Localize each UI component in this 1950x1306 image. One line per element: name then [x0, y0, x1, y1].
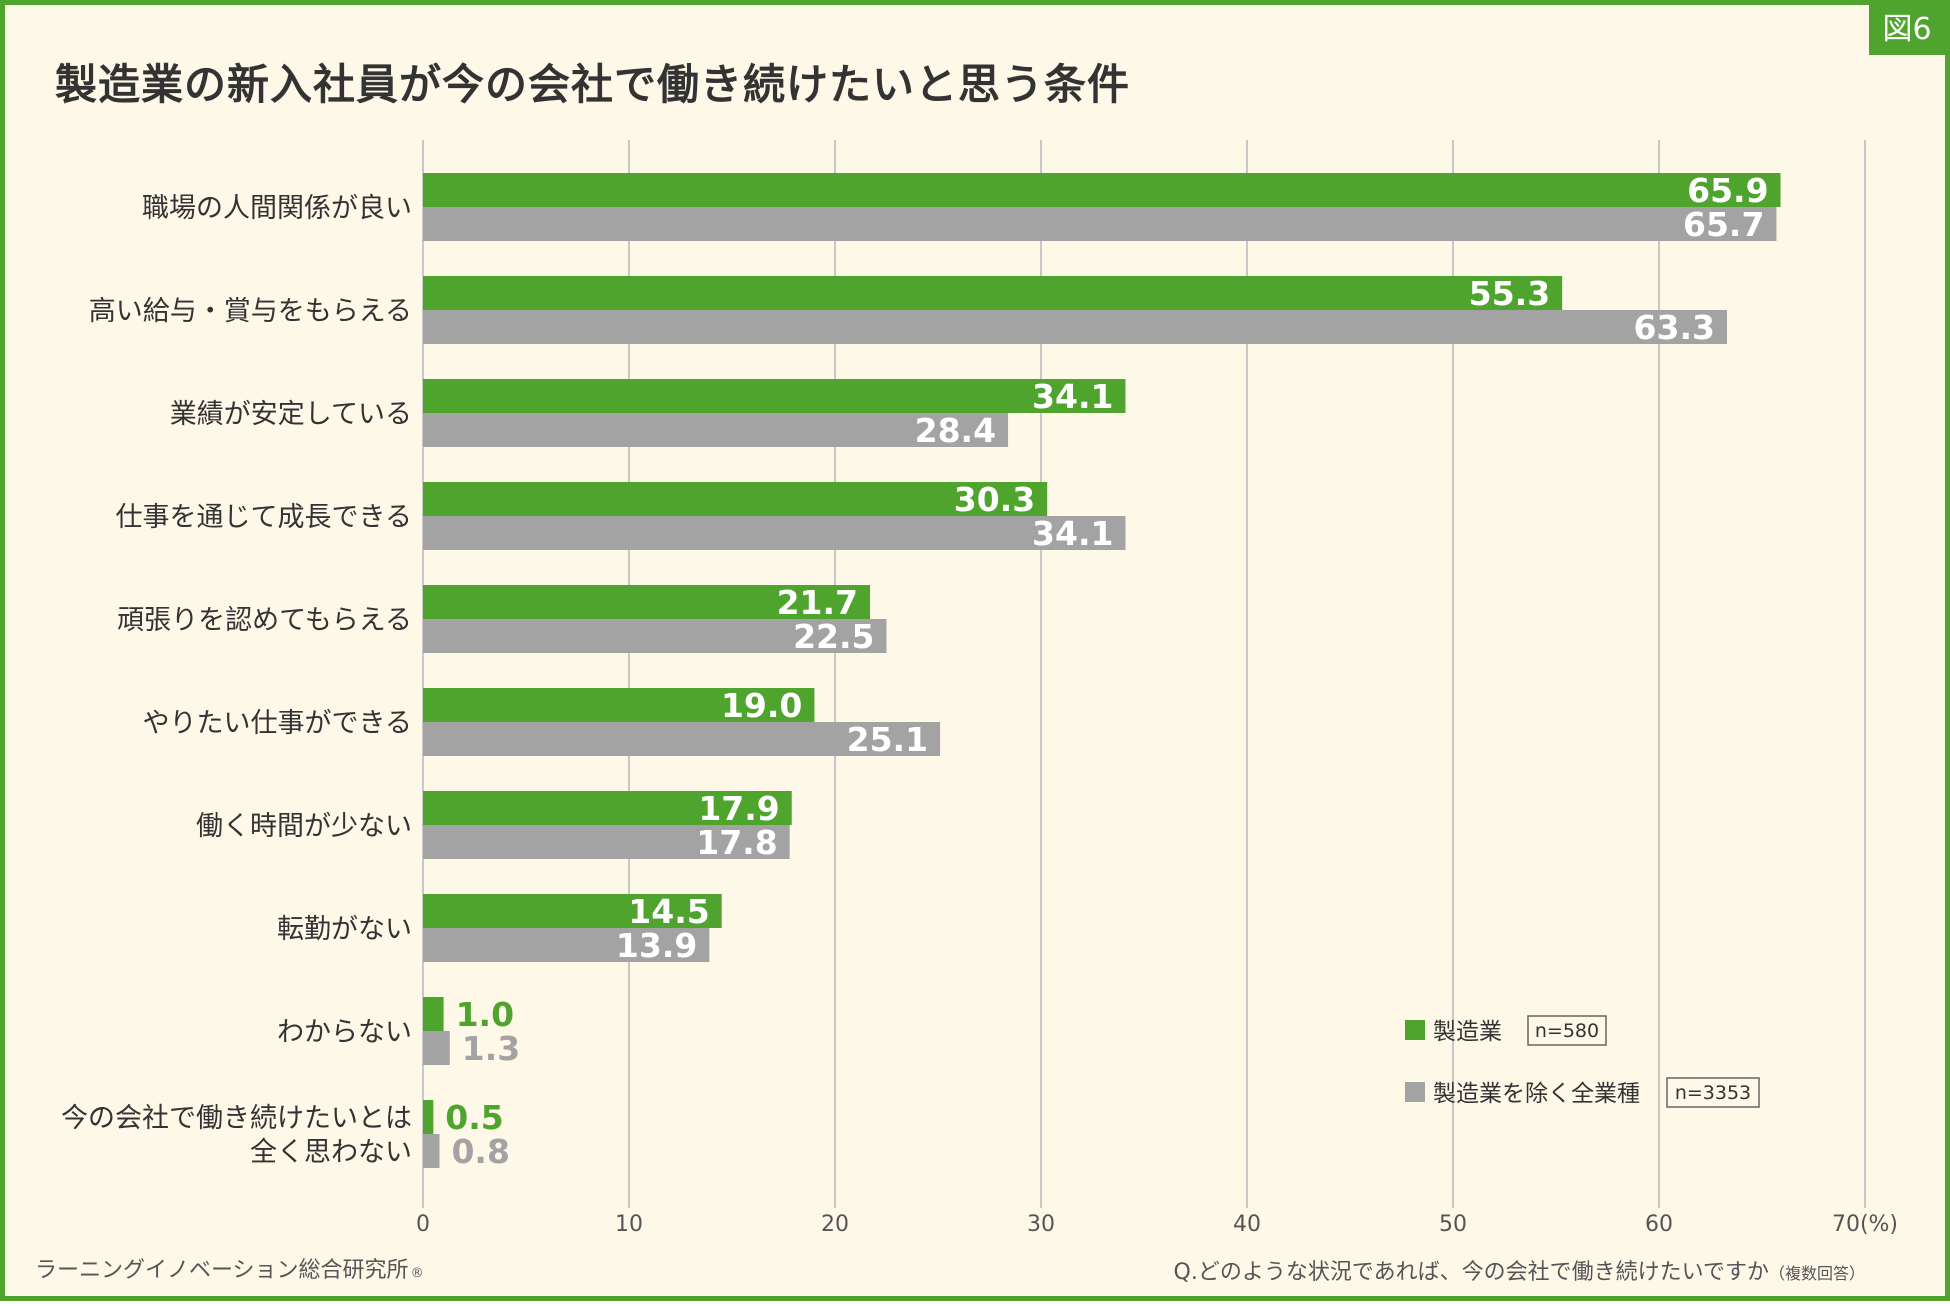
x-tick-label-0: 0 [416, 1212, 430, 1237]
x-tick-label-70: 70(%) [1832, 1212, 1898, 1237]
value-label-manufacturing-10: 0.5 [445, 1098, 503, 1137]
bar-others-1 [423, 207, 1777, 241]
legend-n-box-others [1666, 1077, 1760, 1108]
value-label-manufacturing-7: 17.9 [698, 789, 779, 828]
bar-others-9 [423, 1031, 450, 1065]
legend-label-manufacturing: 製造業 [1433, 1019, 1502, 1045]
value-label-others-1: 65.7 [1683, 205, 1764, 244]
bar-manufacturing-6 [423, 688, 815, 722]
x-tick-label-60: 60 [1645, 1212, 1673, 1237]
bar-others-3 [423, 413, 1009, 447]
bar-manufacturing-2 [423, 276, 1563, 310]
category-label-2: 高い給与・賞与をもらえる [89, 296, 412, 327]
value-label-others-9: 1.3 [462, 1029, 520, 1068]
bar-others-2 [423, 310, 1727, 344]
source-name: ラーニングイノベーション総合研究所 [35, 1258, 409, 1283]
registered-mark: ® [410, 1266, 424, 1281]
survey-question: Q.どのような状況であれば、今の会社で働き続けたいですか（複数回答） [1174, 1254, 1865, 1286]
source-credit: ラーニングイノベーション総合研究所 ® [35, 1252, 424, 1284]
category-label-3: 業績が安定している [170, 399, 412, 430]
bar-others-5 [423, 619, 887, 653]
value-label-others-8: 13.9 [616, 926, 697, 965]
bar-manufacturing-10 [423, 1100, 434, 1134]
category-label-9: わからない [277, 1017, 412, 1048]
legend-label-others: 製造業を除く全業種 [1433, 1081, 1640, 1107]
bar-manufacturing-3 [423, 379, 1126, 413]
x-tick-label-10: 10 [615, 1212, 643, 1237]
legend-n-box-manufacturing [1527, 1015, 1607, 1046]
category-label-10-line-1: 今の会社で働き続けたいとは [61, 1103, 412, 1134]
question-text: Q.どのような状況であれば、今の会社で働き続けたいですか [1173, 1260, 1769, 1285]
category-label-4: 仕事を通じて成長できる [116, 502, 412, 533]
value-label-manufacturing-2: 55.3 [1469, 274, 1550, 313]
category-label-10-line-2: 全く思わない [250, 1137, 412, 1168]
value-label-manufacturing-1: 65.9 [1687, 171, 1768, 210]
question-note: （複数回答） [1768, 1264, 1865, 1283]
value-label-manufacturing-6: 19.0 [721, 686, 802, 725]
chart-title: 製造業の新入社員が今の会社で働き続けたいと思う条件 [55, 60, 1131, 109]
value-label-others-5: 22.5 [793, 617, 874, 656]
legend-swatch-others [1405, 1082, 1425, 1102]
value-label-others-2: 63.3 [1634, 308, 1715, 347]
x-tick-label-20: 20 [821, 1212, 849, 1237]
category-label-5: 頑張りを認めてもらえる [117, 605, 412, 636]
value-label-manufacturing-8: 14.5 [628, 892, 709, 931]
legend-n-others: n=3353 [1675, 1082, 1751, 1104]
bar-others-8 [423, 928, 710, 962]
bar-manufacturing-7 [423, 791, 792, 825]
x-tick-label-40: 40 [1233, 1212, 1261, 1237]
bar-manufacturing-1 [423, 173, 1781, 207]
bar-others-7 [423, 825, 790, 859]
x-tick-label-50: 50 [1439, 1212, 1467, 1237]
value-label-others-10: 0.8 [451, 1132, 509, 1171]
category-label-7: 働く時間が少ない [196, 811, 412, 842]
category-label-6: やりたい仕事ができる [143, 708, 412, 739]
category-label-1: 職場の人間関係が良い [142, 193, 412, 224]
bar-others-10 [423, 1134, 440, 1168]
legend-n-manufacturing: n=580 [1535, 1020, 1599, 1042]
category-label-8: 転勤がない [277, 914, 412, 945]
value-label-others-6: 25.1 [847, 720, 928, 759]
value-label-others-7: 17.8 [696, 823, 777, 862]
legend-swatch-manufacturing [1405, 1020, 1425, 1040]
bar-others-4 [423, 516, 1126, 550]
value-label-manufacturing-5: 21.7 [777, 583, 858, 622]
bar-manufacturing-8 [423, 894, 722, 928]
value-label-manufacturing-4: 30.3 [954, 480, 1035, 519]
x-tick-label-30: 30 [1027, 1212, 1055, 1237]
value-label-manufacturing-9: 1.0 [456, 995, 514, 1034]
bar-others-6 [423, 722, 941, 756]
bar-chart: 0 10 20 30 40 50 60 70(%) 職場の人間関係が良い 65.965.7 高い給与… [61, 140, 1898, 1237]
value-label-others-3: 28.4 [915, 411, 996, 450]
value-label-others-4: 34.1 [1032, 514, 1113, 553]
value-label-manufacturing-3: 34.1 [1032, 377, 1113, 416]
bar-manufacturing-9 [423, 997, 444, 1031]
bar-manufacturing-5 [423, 585, 871, 619]
figure-number-badge: 図6 [1869, 5, 1945, 55]
bar-manufacturing-4 [423, 482, 1048, 516]
